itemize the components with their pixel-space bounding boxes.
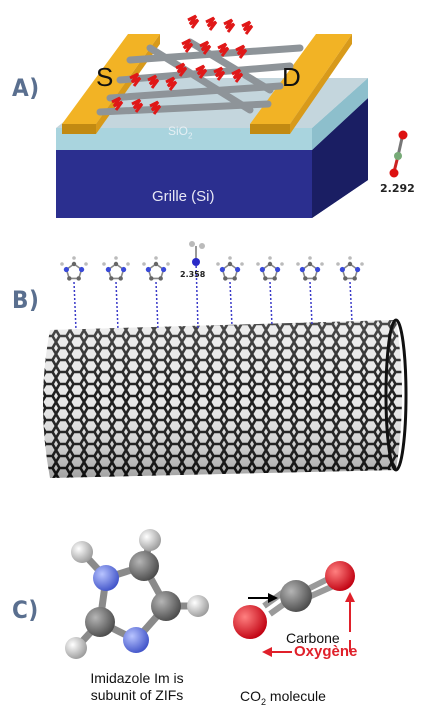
imidazole-ring: [256, 256, 284, 281]
gas-molecules: [111, 14, 254, 115]
drain-label: D: [282, 62, 301, 92]
interaction-bonds: [73, 261, 353, 331]
gate-label: Grille (Si): [152, 188, 215, 205]
imidazole-ring: [60, 256, 88, 281]
imidazole-caption: Imidazole Im is subunit of ZIFs: [62, 670, 212, 704]
imidazole-ring: [336, 256, 364, 281]
distance-a-label: 2.292: [380, 182, 415, 195]
imidazole-caption-line1: Imidazole Im is: [90, 670, 184, 686]
co2-caption: CO2 molecule: [240, 688, 326, 707]
oxide-label: SiO2: [168, 124, 193, 141]
carbon-arrow: [248, 593, 278, 603]
co2-small-molecule: [389, 130, 408, 178]
imidazole-ring: [142, 256, 170, 281]
imidazole-ring: [216, 256, 244, 281]
co2-molecule: [233, 561, 355, 639]
carbon-nanotube: [43, 318, 408, 478]
panel-c-label: C): [12, 596, 39, 624]
imidazole-caption-line2: subunit of ZIFs: [90, 687, 184, 703]
oxygen-arrows: [262, 592, 355, 657]
source-label: S: [96, 62, 114, 92]
carbon-label: Carbone: [286, 630, 340, 646]
panel-a-label: A): [12, 74, 40, 102]
drain-electrode: [250, 34, 352, 124]
oxygen-label: Oxygène: [294, 643, 358, 660]
panel-b-label: B): [12, 286, 40, 314]
imidazole-ring: [296, 256, 324, 281]
adsorbed-molecule: [189, 241, 205, 266]
distance-b-label: 2.358: [180, 270, 206, 279]
imidazole-rings: [60, 256, 364, 281]
imidazole-molecule: [65, 529, 209, 659]
imidazole-ring: [102, 256, 130, 281]
